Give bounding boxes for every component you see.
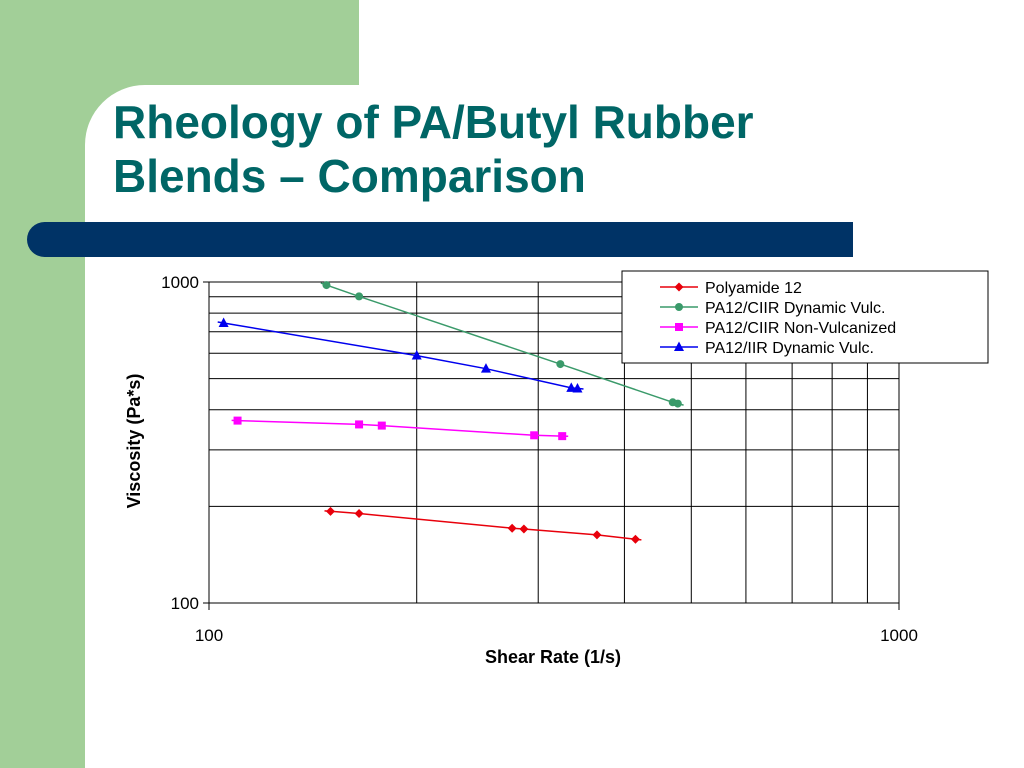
legend-label: PA12/IIR Dynamic Vulc.	[705, 340, 874, 357]
y-tick-label: 1000	[161, 273, 199, 292]
legend-label: PA12/CIIR Dynamic Vulc.	[705, 300, 886, 317]
legend-entry: PA12/CIIR Non-Vulcanized	[660, 320, 896, 337]
data-point	[566, 382, 577, 392]
x-tick-label: 100	[195, 626, 223, 645]
legend-label: Polyamide 12	[705, 280, 802, 297]
y-axis-title: Viscosity (Pa*s)	[124, 374, 144, 509]
data-point	[233, 416, 242, 425]
data-point	[218, 317, 229, 328]
series-3	[231, 416, 569, 441]
legend-marker	[674, 341, 684, 351]
legend-marker	[675, 303, 683, 311]
data-point	[326, 506, 336, 516]
series-line	[231, 419, 569, 438]
legend-entry: Polyamide 12	[660, 280, 802, 297]
x-tick-label: 1000	[880, 626, 918, 645]
data-point	[354, 509, 364, 519]
data-point	[558, 432, 567, 441]
x-axis-title: Shear Rate (1/s)	[485, 647, 621, 667]
legend-entry: PA12/CIIR Dynamic Vulc.	[660, 300, 886, 317]
chart-axes: 100 1000 100 1000	[161, 273, 918, 645]
data-point	[355, 420, 364, 429]
title-divider-bar	[27, 222, 853, 257]
slide-background-cover	[359, 0, 1024, 90]
data-point	[519, 524, 529, 534]
chart-series	[217, 281, 684, 544]
data-point	[377, 421, 386, 430]
series-4	[217, 317, 584, 393]
series-2	[320, 281, 684, 408]
data-point	[630, 534, 640, 544]
slide-title: Rheology of PA/Butyl Rubber Blends – Com…	[113, 95, 933, 203]
chart-legend: Polyamide 12 PA12/CIIR Dynamic Vulc. PA12/…	[621, 270, 989, 364]
data-point	[572, 382, 583, 393]
slide-title-line-2: Blends – Comparison	[113, 150, 586, 202]
data-point	[480, 363, 491, 373]
slide-title-line-1: Rheology of PA/Butyl Rubber	[113, 96, 754, 148]
data-point	[507, 523, 517, 533]
legend-marker	[675, 323, 683, 331]
y-tick-label: 100	[171, 594, 199, 613]
legend-entry: PA12/IIR Dynamic Vulc.	[660, 340, 874, 357]
series-1	[324, 506, 642, 544]
legend-label: PA12/CIIR Non-Vulcanized	[705, 320, 896, 337]
data-point	[556, 360, 565, 369]
legend-marker	[674, 282, 684, 292]
data-point	[411, 350, 422, 360]
data-point	[673, 399, 682, 408]
data-point	[592, 530, 602, 540]
data-point	[322, 281, 331, 290]
data-point	[355, 292, 364, 301]
plot-area-frame	[208, 281, 900, 604]
series-line	[324, 510, 642, 541]
data-point	[530, 431, 539, 440]
